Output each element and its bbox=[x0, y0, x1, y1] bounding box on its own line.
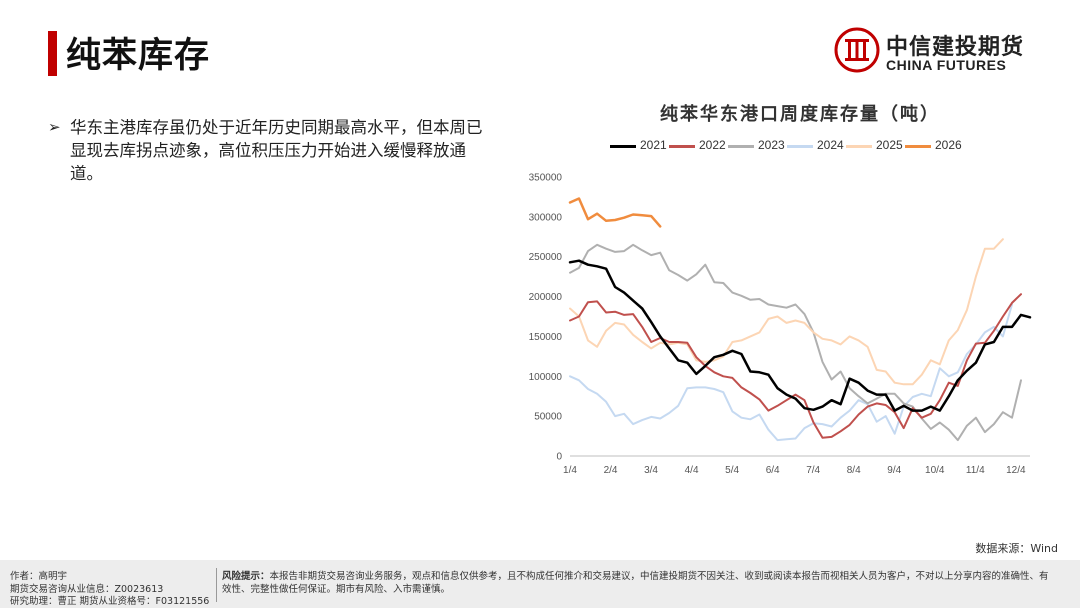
x-tick-label: 8/4 bbox=[847, 465, 861, 476]
company-logo: 中信建投期货 CHINA FUTURES bbox=[834, 27, 1034, 79]
footer-risk-notice: 风险提示：本报告非期货交易咨询业务服务，观点和信息仅供参考，且不构成任何推介和交… bbox=[222, 571, 1052, 596]
logo-chinese-name: 中信建投期货 bbox=[886, 35, 1025, 60]
chart-legend: 2021 2022 2023 2024 2025 2026 bbox=[610, 138, 1030, 156]
footer-license: 期货交易咨询从业信息：Z0023613 bbox=[10, 583, 164, 595]
footer-author: 作者：高明宇 bbox=[10, 571, 68, 582]
legend-label: 2021 bbox=[640, 138, 667, 152]
title-accent-bar bbox=[48, 31, 57, 76]
series-line-2022 bbox=[569, 293, 1022, 439]
legend-label: 2022 bbox=[699, 138, 726, 152]
series-line-2023 bbox=[569, 243, 1022, 442]
y-tick-label: 0 bbox=[556, 452, 562, 463]
series-line-2025 bbox=[569, 238, 1004, 386]
x-tick-label: 10/4 bbox=[925, 465, 945, 476]
bullet-text: 华东主港库存虽仍处于近年历史同期最高水平，但本周已显现去库拐点迹象，高位积压压力… bbox=[70, 118, 483, 183]
legend-swatch bbox=[905, 145, 931, 148]
line-chart: 0 50000 100000 150000 200000 250000 300000 3500… bbox=[529, 173, 1032, 476]
footer-assistant: 研究助理：曹正 期货从业资格号：F03121556 bbox=[10, 596, 210, 607]
legend-label: 2026 bbox=[935, 138, 962, 152]
footer: 作者：高明宇 期货交易咨询从业信息：Z0023613 研究助理：曹正 期货从业资… bbox=[0, 560, 1080, 608]
data-source: 数据来源：Wind bbox=[975, 542, 1058, 555]
x-tick-label: 9/4 bbox=[887, 465, 901, 476]
y-tick-label: 200000 bbox=[529, 292, 563, 303]
legend-swatch bbox=[846, 145, 872, 148]
x-tick-label: 11/4 bbox=[966, 465, 985, 476]
y-tick-label: 100000 bbox=[529, 372, 563, 383]
legend-label: 2023 bbox=[758, 138, 785, 152]
risk-text: 本报告非期货交易咨询业务服务，观点和信息仅供参考，且不构成任何推介和交易建议，中… bbox=[222, 571, 1049, 595]
footer-author-info: 作者：高明宇 期货交易咨询从业信息：Z0023613 研究助理：曹正 期货从业资… bbox=[10, 571, 209, 608]
series-line-2026 bbox=[568, 197, 662, 228]
y-tick-label: 300000 bbox=[529, 212, 563, 223]
series-line-2021 bbox=[568, 259, 1032, 412]
legend-swatch bbox=[610, 145, 636, 148]
series-line-2024 bbox=[569, 303, 1013, 442]
x-tick-label: 6/4 bbox=[766, 465, 780, 476]
legend-swatch bbox=[728, 145, 754, 148]
x-tick-label: 12/4 bbox=[1006, 465, 1026, 476]
legend-label: 2024 bbox=[817, 138, 844, 152]
footer-divider bbox=[216, 568, 217, 602]
x-tick-label: 7/4 bbox=[806, 465, 820, 476]
logo-english-name: CHINA FUTURES bbox=[886, 57, 1007, 73]
y-tick-label: 250000 bbox=[529, 252, 563, 263]
x-tick-label: 2/4 bbox=[604, 465, 618, 476]
x-tick-label: 4/4 bbox=[685, 465, 699, 476]
citic-logo-icon bbox=[834, 27, 880, 73]
legend-swatch bbox=[669, 145, 695, 148]
y-tick-label: 150000 bbox=[529, 332, 563, 343]
legend-label: 2025 bbox=[876, 138, 903, 152]
x-tick-label: 5/4 bbox=[725, 465, 739, 476]
x-tick-label: 1/4 bbox=[563, 465, 577, 476]
y-tick-label: 50000 bbox=[534, 412, 562, 423]
risk-label: 风险提示： bbox=[222, 571, 270, 582]
bullet-arrow-icon: ➢ bbox=[48, 118, 61, 136]
page-title: 纯苯库存 bbox=[66, 36, 211, 76]
x-tick-label: 3/4 bbox=[644, 465, 658, 476]
y-tick-label: 350000 bbox=[529, 173, 563, 184]
legend-swatch bbox=[787, 145, 813, 148]
chart-title: 纯苯华东港口周度库存量（吨） bbox=[660, 104, 940, 125]
